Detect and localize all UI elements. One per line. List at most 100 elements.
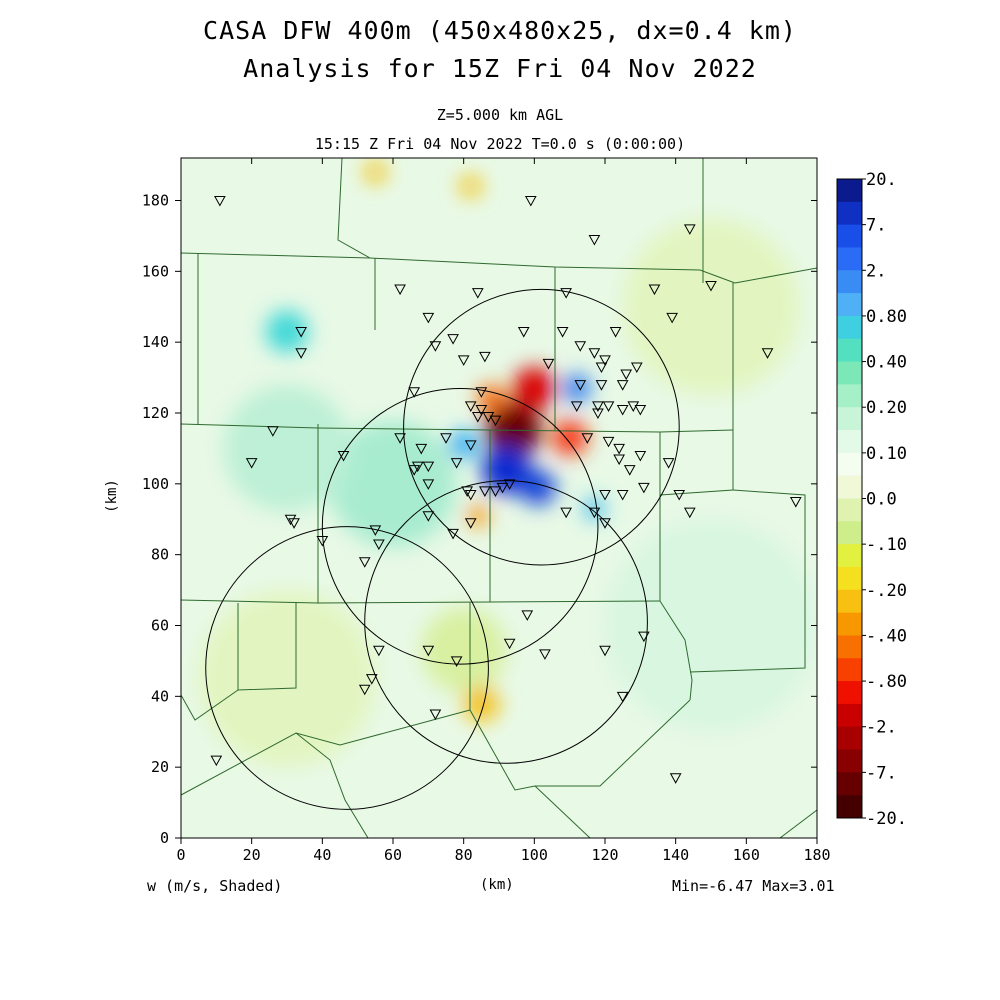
y-tick-label: 100 (142, 475, 169, 493)
chart-subtitle: Analysis for 15Z Fri 04 Nov 2022 (243, 54, 757, 83)
station-marker (592, 401, 604, 412)
x-tick-label: 20 (243, 846, 261, 864)
county-line (337, 158, 371, 259)
station-marker (422, 312, 435, 324)
y-tick-label: 0 (160, 829, 169, 847)
station-marker (471, 412, 484, 423)
station-marker (408, 387, 421, 398)
w-field-blob (198, 590, 376, 767)
x-tick-label: 60 (384, 846, 402, 864)
w-field-blob (223, 384, 351, 513)
colorbar-label: 7. (866, 216, 886, 236)
w-field-blob (329, 420, 457, 548)
colorbar-swatch (837, 589, 862, 614)
chart-title: CASA DFW 400m (450x480x25, dx=0.4 km) (203, 16, 797, 45)
min-max-label: Min=-6.47 Max=3.01 (672, 877, 835, 895)
station-marker (539, 649, 551, 660)
colorbar-swatch (837, 224, 862, 248)
w-field-blob (364, 161, 386, 183)
station-marker (588, 507, 601, 519)
station-marker (408, 465, 421, 476)
valid-time-label: 15:15 Z Fri 04 Nov 2022 T=0.0 s (0:00:00… (314, 135, 686, 153)
station-marker (316, 536, 329, 547)
station-marker (673, 489, 686, 501)
station-marker (373, 539, 385, 551)
station-marker (524, 196, 537, 207)
station-marker (394, 433, 406, 444)
colorbar-swatch (837, 795, 862, 819)
colorbar-swatch (837, 475, 862, 499)
x-tick-label: 160 (733, 846, 760, 864)
colorbar-swatch (837, 658, 862, 682)
colorbar-swatch (837, 201, 862, 226)
station-marker (457, 355, 470, 366)
colorbar-swatch (837, 521, 862, 545)
county-line (181, 689, 239, 721)
station-marker (267, 426, 279, 437)
station-marker (556, 327, 569, 338)
station-marker (620, 369, 633, 381)
station-marker (602, 401, 615, 412)
plot-frame (180, 157, 818, 839)
colorbar-label: -.80 (866, 672, 907, 692)
w-field-blob (513, 367, 556, 410)
station-marker (422, 511, 435, 522)
colorbar-label: 20. (866, 170, 897, 190)
station-marker (599, 489, 611, 501)
y-tick-label: 180 (142, 192, 169, 210)
station-marker (638, 631, 650, 643)
station-marker (789, 497, 802, 508)
station-marker (411, 461, 424, 473)
x-tick-label: 80 (455, 846, 473, 864)
station-marker (489, 415, 502, 427)
station-marker (373, 645, 385, 657)
station-marker (461, 486, 474, 497)
colorbar-swatch (837, 338, 862, 363)
station-marker (489, 486, 502, 497)
colorbar-swatch (837, 681, 862, 705)
colorbar-label: 0.0 (866, 490, 897, 510)
station-marker (609, 327, 622, 338)
colorbar-swatch (837, 293, 862, 317)
county-line (734, 267, 817, 284)
station-marker (464, 440, 477, 451)
w-field-blob (421, 607, 507, 693)
station-marker (683, 507, 696, 519)
station-marker (613, 443, 625, 455)
colorbar-swatch (837, 749, 862, 773)
station-marker (214, 196, 226, 207)
station-marker (560, 288, 572, 299)
x-tick-label: 0 (176, 846, 185, 864)
station-marker (210, 755, 223, 767)
colorbar-swatch (837, 498, 862, 522)
station-marker (479, 486, 491, 497)
colorbar-label: 0.80 (866, 307, 907, 327)
station-marker (440, 433, 452, 444)
station-marker (662, 458, 675, 469)
colorbar-swatch (837, 247, 862, 271)
station-marker (464, 401, 477, 412)
w-field-blob (467, 505, 489, 527)
y-tick-label: 160 (142, 262, 169, 280)
y-tick-label: 80 (151, 546, 169, 564)
colorbar-label: 0.20 (866, 398, 907, 418)
colorbar-swatch (837, 179, 862, 203)
station-marker (623, 465, 636, 476)
colorbar-label: -.20 (866, 581, 907, 601)
station-marker (295, 348, 307, 359)
station-marker (634, 404, 647, 416)
w-field-blob (552, 420, 588, 456)
station-marker (422, 461, 435, 473)
station-marker (627, 401, 640, 412)
colorbar-swatch (837, 407, 862, 431)
station-marker (464, 489, 477, 501)
station-marker (574, 341, 587, 352)
station-marker (358, 557, 371, 568)
station-marker (595, 380, 608, 391)
station-marker (616, 691, 629, 703)
colorbar-label: -20. (866, 809, 907, 829)
station-marker (613, 454, 625, 466)
station-marker (761, 348, 774, 359)
colorbar-swatch (837, 270, 862, 294)
x-tick-label: 120 (591, 846, 618, 864)
